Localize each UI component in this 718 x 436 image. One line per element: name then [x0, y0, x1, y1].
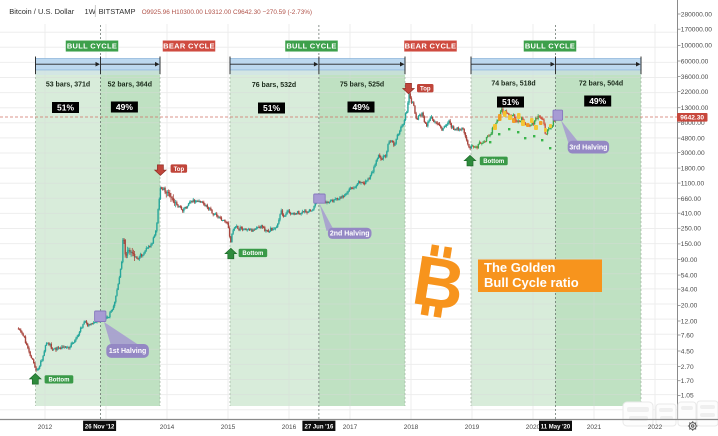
svg-text:49%: 49%: [352, 102, 369, 112]
svg-text:60000.00: 60000.00: [681, 58, 709, 65]
svg-text:2020: 2020: [526, 424, 541, 431]
svg-text:13000.00: 13000.00: [681, 105, 709, 112]
svg-text:74 bars, 518d: 74 bars, 518d: [491, 80, 535, 87]
svg-text:75 bars, 525d: 75 bars, 525d: [340, 81, 384, 88]
svg-text:72 bars, 504d: 72 bars, 504d: [579, 80, 623, 87]
svg-text:20.00: 20.00: [681, 303, 698, 310]
svg-text:36000.00: 36000.00: [681, 74, 709, 81]
svg-text:2012: 2012: [38, 424, 53, 431]
svg-text:BULL CYCLE: BULL CYCLE: [525, 42, 575, 51]
svg-text:90.00: 90.00: [681, 257, 698, 264]
svg-text:2018: 2018: [404, 424, 419, 431]
svg-text:51%: 51%: [57, 103, 74, 113]
svg-text:2.70: 2.70: [681, 364, 694, 371]
svg-text:BEAR CYCLE: BEAR CYCLE: [163, 42, 215, 51]
svg-text:BULL CYCLE: BULL CYCLE: [67, 42, 117, 51]
svg-text:11 May '20: 11 May '20: [541, 424, 571, 430]
svg-text:27 Jun '16: 27 Jun '16: [305, 424, 334, 430]
svg-text:Bull Cycle ratio: Bull Cycle ratio: [484, 275, 579, 290]
svg-text:2022: 2022: [648, 424, 663, 431]
svg-text:51%: 51%: [502, 97, 519, 107]
svg-text:250.00: 250.00: [681, 226, 702, 233]
svg-text:1.70: 1.70: [681, 378, 694, 385]
svg-text:76 bars, 532d: 76 bars, 532d: [252, 82, 296, 89]
svg-text:150.00: 150.00: [681, 241, 702, 248]
svg-text:52 bars, 364d: 52 bars, 364d: [108, 81, 152, 88]
svg-text:1W: 1W: [85, 7, 97, 16]
svg-text:34.00: 34.00: [681, 287, 698, 294]
svg-text:100000.00: 100000.00: [681, 43, 713, 50]
svg-text:Bottom: Bottom: [483, 159, 504, 165]
svg-text:2nd Halving: 2nd Halving: [330, 231, 370, 238]
svg-text:2019: 2019: [465, 424, 480, 431]
svg-text:The Golden: The Golden: [484, 260, 556, 275]
svg-text:Top: Top: [420, 86, 431, 92]
svg-text:49%: 49%: [116, 102, 133, 112]
svg-text:BEAR CYCLE: BEAR CYCLE: [405, 42, 457, 51]
svg-text:3rd Halving: 3rd Halving: [569, 144, 607, 151]
svg-text:54.00: 54.00: [681, 272, 698, 279]
svg-text:2016: 2016: [282, 424, 297, 431]
svg-text:BITSTAMP: BITSTAMP: [99, 7, 136, 16]
svg-text:4.50: 4.50: [681, 348, 694, 355]
svg-text:280000.00: 280000.00: [681, 11, 713, 18]
svg-text:2014: 2014: [160, 424, 175, 431]
svg-text:9642.30: 9642.30: [680, 115, 704, 122]
svg-text:170000.00: 170000.00: [681, 27, 713, 34]
svg-text:410.00: 410.00: [681, 211, 702, 218]
svg-text:O9925.96 H10300.00 L9312.00 C9: O9925.96 H10300.00 L9312.00 C9642.30 −27…: [142, 9, 312, 16]
svg-text:22000.00: 22000.00: [681, 89, 709, 96]
svg-text:Bottom: Bottom: [242, 251, 263, 257]
svg-text:1800.00: 1800.00: [681, 165, 705, 172]
svg-text:49%: 49%: [589, 96, 606, 106]
svg-text:26 Nov '12: 26 Nov '12: [85, 424, 115, 430]
svg-text:2021: 2021: [587, 424, 602, 431]
svg-text:Bitcoin / U.S. Dollar: Bitcoin / U.S. Dollar: [9, 7, 75, 16]
svg-text:7.60: 7.60: [681, 332, 694, 339]
svg-text:51%: 51%: [263, 103, 280, 113]
svg-text:3000.00: 3000.00: [681, 150, 705, 157]
svg-text:2017: 2017: [343, 424, 358, 431]
svg-text:4800.00: 4800.00: [681, 135, 705, 142]
svg-text:2015: 2015: [221, 424, 236, 431]
svg-text:BULL CYCLE: BULL CYCLE: [286, 42, 336, 51]
svg-text:1.05: 1.05: [681, 393, 694, 400]
svg-text:660.00: 660.00: [681, 196, 702, 203]
svg-text:1100.00: 1100.00: [681, 180, 705, 187]
svg-text:53 bars, 371d: 53 bars, 371d: [46, 81, 90, 88]
svg-text:1st Halving: 1st Halving: [109, 348, 146, 355]
svg-text:Top: Top: [174, 167, 185, 173]
svg-text:Bottom: Bottom: [48, 378, 69, 384]
svg-text:12.00: 12.00: [681, 318, 698, 325]
